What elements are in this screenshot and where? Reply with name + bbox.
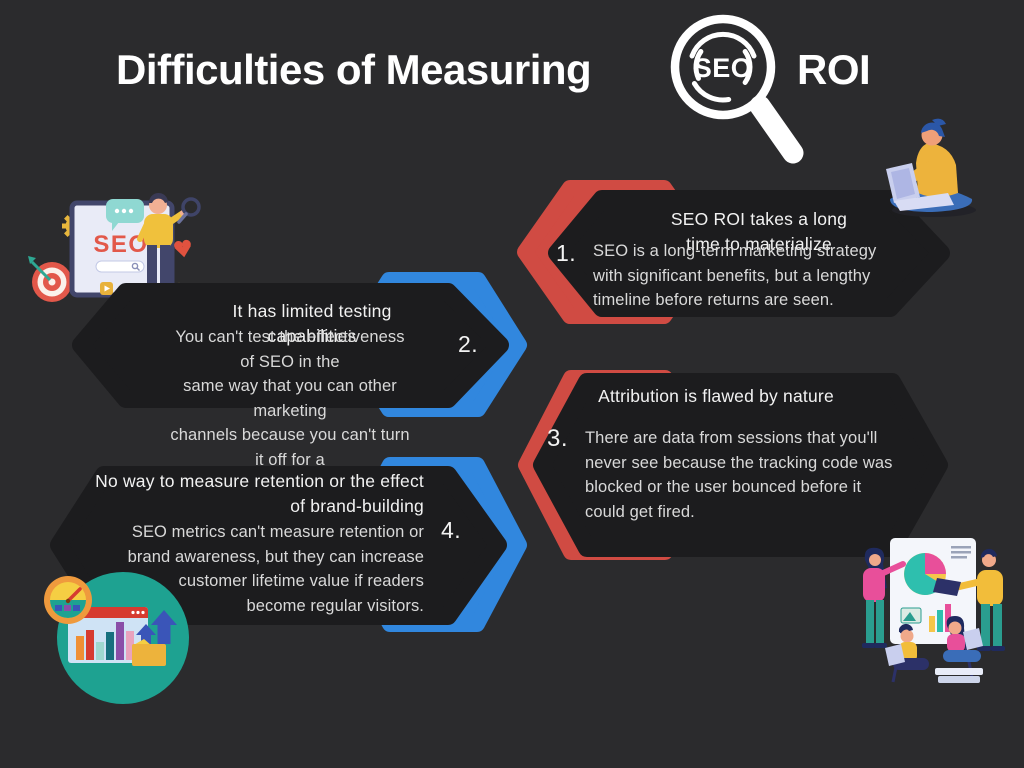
analytics-growth-illustration: [44, 572, 189, 704]
callout-3: 3. Attribution is flawed by nature There…: [510, 353, 965, 578]
monitor-screen-label: SEO: [93, 231, 148, 258]
person-pointing: [862, 547, 906, 648]
item-title: No way to measure retention or the effec…: [95, 471, 424, 516]
callout-2: 2. It has limited testing capabilities Y…: [50, 255, 535, 518]
item-number: 3.: [547, 425, 569, 452]
callout-4: 4. No way to measure retention or the ef…: [28, 443, 538, 648]
item-title: It has limited testing capabilities: [232, 301, 392, 346]
person-laptop-illustration: [886, 118, 976, 217]
page-title-suffix: ROI: [797, 46, 871, 93]
seated-person: [885, 623, 929, 670]
item-title: Attribution is flawed by nature: [598, 386, 834, 406]
item-number: 4.: [441, 517, 462, 543]
item-number: 2.: [458, 331, 479, 357]
magnifier-label: SEO: [694, 53, 753, 83]
item-title: SEO ROI takes a long time to materialize: [670, 209, 848, 254]
page-title-prefix: Difficulties of Measuring: [116, 46, 592, 93]
heart-icon: [174, 239, 191, 258]
item-body: SEO is a long-term marketing strategy wi…: [593, 242, 877, 309]
card-shape: [548, 190, 950, 317]
person-with-laptop: [933, 548, 1005, 651]
play-button-icon: [100, 282, 113, 295]
item-number: 1.: [556, 240, 577, 266]
browser-chart-icon: [68, 607, 148, 663]
callout-1: 1. SEO ROI takes a long time to material…: [510, 165, 965, 350]
item-body: There are data from sessions that you'll…: [585, 429, 893, 521]
folder-icon: [132, 639, 166, 666]
card-shape: [72, 283, 509, 408]
gauge-icon: [44, 576, 92, 624]
item-body: SEO metrics can't measure retention or b…: [127, 523, 424, 615]
seated-person: [943, 616, 983, 662]
seo-magnifier-icon: SEO: [670, 14, 804, 164]
target-icon: [28, 256, 72, 302]
team-flipchart-illustration: [862, 538, 1005, 683]
card-shape: [533, 373, 948, 557]
speech-bubble-icon: [106, 199, 144, 231]
